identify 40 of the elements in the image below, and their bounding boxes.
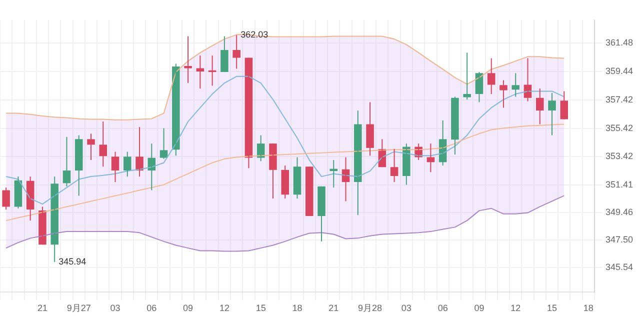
x-tick-label: 09 (183, 303, 194, 314)
candlestick (87, 133, 95, 161)
x-tick-label: 21 (37, 303, 48, 314)
x-tick-label: 21 (328, 303, 339, 314)
x-tick-label: 09 (474, 303, 484, 314)
x-tick-label: 15 (547, 303, 558, 314)
x-tick-label: 18 (583, 303, 594, 314)
y-tick-label: 347.50 (605, 234, 634, 244)
annotation: 345.94 (58, 256, 86, 267)
candlestick (512, 72, 520, 98)
candlestick (318, 186, 326, 242)
x-tick-label: 15 (256, 303, 266, 314)
x-tick-label: 06 (438, 303, 448, 314)
y-tick-label: 349.46 (605, 206, 634, 217)
y-tick-label: 353.42 (605, 151, 634, 162)
x-tick-label: 03 (401, 303, 412, 314)
candlestick (305, 166, 314, 217)
candlestick (463, 52, 471, 100)
y-tick-label: 361.48 (605, 37, 634, 48)
candlestick (196, 55, 204, 90)
x-tick-label: 9月28 (358, 303, 382, 314)
candlestick (99, 121, 108, 168)
x-tick-label: 9月27 (66, 303, 91, 314)
candlestick (232, 34, 240, 70)
x-tick-label: 03 (110, 303, 120, 314)
candlestick (2, 187, 10, 210)
x-tick-label: 06 (146, 303, 157, 314)
y-tick-label: 359.44 (605, 66, 634, 76)
x-tick-label: 18 (292, 303, 302, 314)
candlestick (548, 92, 556, 136)
y-tick-label: 357.42 (605, 94, 634, 105)
candlestick (451, 96, 459, 156)
candlestick (366, 102, 374, 156)
y-tick-label: 351.41 (605, 179, 634, 190)
x-tick-label: 12 (219, 303, 230, 314)
y-tick-label: 355.42 (605, 122, 634, 133)
candlestick (220, 36, 228, 73)
candlestick (124, 151, 132, 178)
y-tick-label: 345.54 (605, 262, 634, 272)
x-tick-label: 12 (510, 303, 521, 314)
